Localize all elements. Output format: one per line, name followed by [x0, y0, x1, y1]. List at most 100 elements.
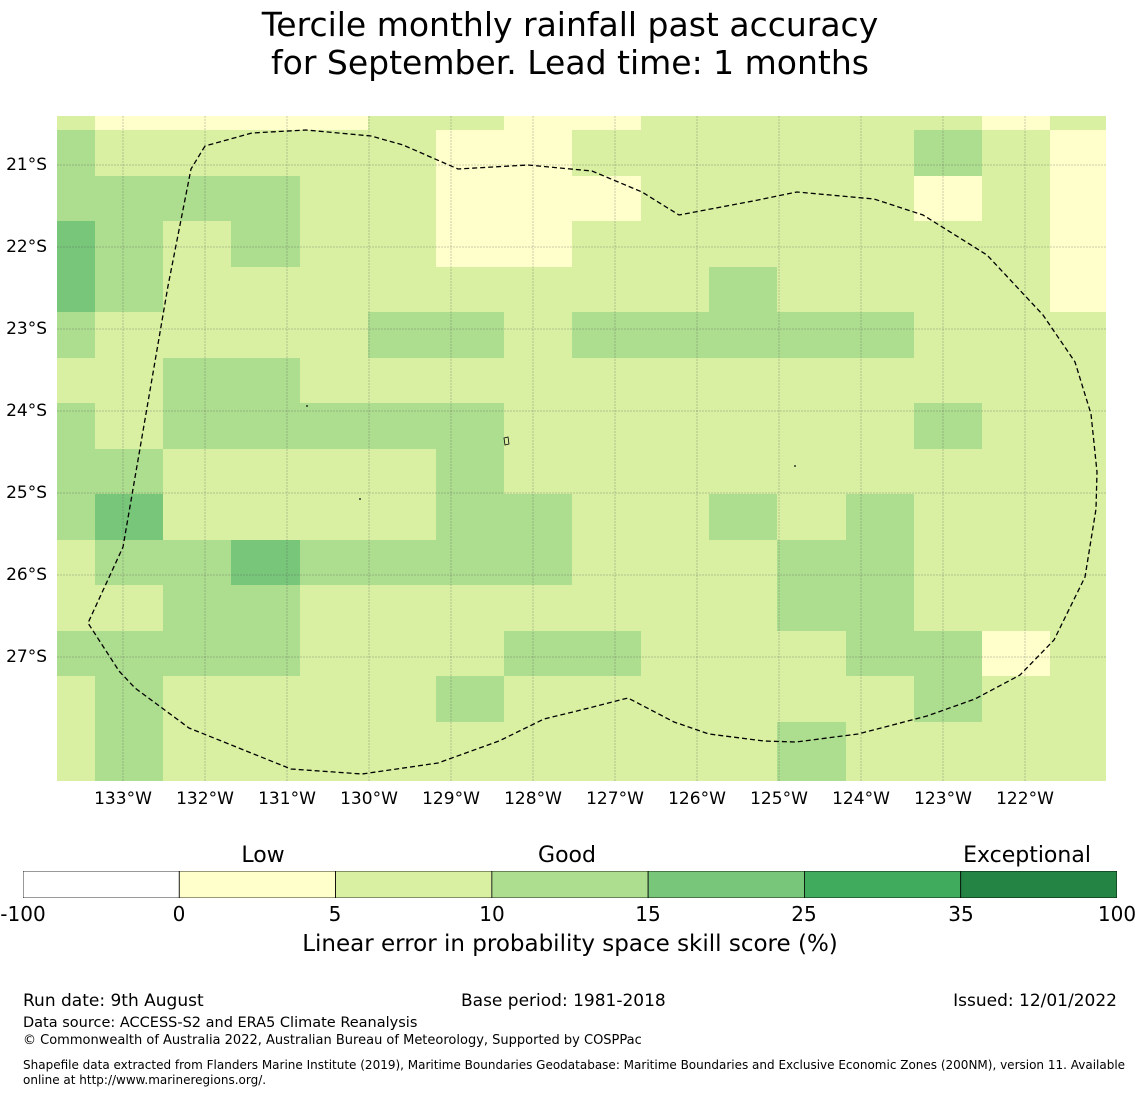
run-date: Run date: 9th August — [23, 991, 204, 1011]
skill-cell — [436, 403, 505, 450]
lon-label: 132°W — [176, 789, 234, 809]
skill-cell — [572, 267, 642, 313]
skill-cell — [982, 676, 1051, 723]
skill-cell — [777, 585, 847, 632]
colorbar-tick: -100 — [0, 902, 46, 926]
skill-cell — [1050, 676, 1106, 723]
skill-cell — [436, 631, 505, 677]
skill-cell — [57, 312, 96, 359]
lat-label: 25°S — [6, 483, 47, 503]
islet-marker — [306, 405, 308, 407]
skill-cell — [436, 540, 505, 586]
skill-cell — [1050, 358, 1106, 404]
skill-cell — [914, 767, 983, 781]
skill-cell — [504, 403, 573, 450]
skill-cell — [777, 221, 847, 268]
skill-cell — [95, 631, 164, 677]
skill-cell — [504, 540, 573, 586]
colorbar-tick: 0 — [172, 902, 186, 926]
skill-cell — [914, 312, 983, 359]
skill-cell — [231, 540, 301, 586]
title-line-2: for September. Lead time: 1 months — [271, 43, 869, 82]
skill-cell — [504, 176, 573, 222]
skill-cell — [846, 267, 915, 313]
skill-cell — [300, 722, 369, 768]
skill-cell — [572, 631, 642, 677]
category-label-exceptional: Exceptional — [963, 843, 1091, 868]
skill-cell — [641, 722, 710, 768]
skill-cell — [1050, 722, 1106, 768]
skill-cell — [641, 358, 710, 404]
island-outline — [503, 436, 510, 446]
skill-cell — [1050, 176, 1106, 222]
skill-cell — [914, 403, 983, 450]
skill-cell — [777, 676, 847, 723]
skill-cell — [572, 358, 642, 404]
skill-grid-cells — [57, 116, 1106, 781]
skill-cell — [57, 585, 96, 632]
lat-label: 26°S — [6, 565, 47, 585]
skill-cell — [1050, 267, 1106, 313]
skill-cell — [163, 221, 232, 268]
skill-cell — [57, 130, 96, 177]
skill-cell — [982, 312, 1051, 359]
skill-cell — [231, 130, 301, 177]
skill-cell — [163, 130, 232, 177]
skill-cell — [57, 722, 96, 768]
skill-cell — [368, 267, 437, 313]
colorbar-tick: 15 — [635, 902, 661, 926]
skill-cell — [572, 221, 642, 268]
skill-cell — [57, 494, 96, 541]
skill-cell — [572, 312, 642, 359]
skill-cell — [368, 585, 437, 632]
skill-cell — [777, 449, 847, 495]
skill-cell — [914, 221, 983, 268]
skill-cell — [709, 722, 778, 768]
colorbar-tick: 35 — [948, 902, 974, 926]
skill-cell — [846, 449, 915, 495]
skill-cell — [982, 403, 1051, 450]
skill-cell — [777, 494, 847, 541]
skill-cell — [914, 494, 983, 541]
skill-cell — [95, 221, 164, 268]
skill-cell — [641, 585, 710, 632]
skill-cell — [504, 449, 573, 495]
skill-cell — [368, 540, 437, 586]
skill-cell — [914, 130, 983, 177]
skill-cell — [641, 130, 710, 177]
skill-cell — [709, 116, 778, 131]
skill-cell — [777, 722, 847, 768]
skill-cell — [504, 631, 573, 677]
colorbar-tick: 5 — [328, 902, 342, 926]
skill-cell — [163, 585, 232, 632]
skill-cell — [846, 358, 915, 404]
skill-cell — [914, 267, 983, 313]
skill-cell — [982, 116, 1051, 131]
skill-cell — [572, 767, 642, 781]
skill-cell — [57, 267, 96, 313]
skill-cell — [368, 130, 437, 177]
skill-cell — [504, 358, 573, 404]
skill-cell — [300, 221, 369, 268]
skill-cell — [982, 722, 1051, 768]
lon-label: 131°W — [258, 789, 316, 809]
lat-label: 24°S — [6, 401, 47, 421]
lat-label: 27°S — [6, 647, 47, 667]
skill-cell — [57, 676, 96, 723]
skill-cell — [95, 130, 164, 177]
skill-cell — [163, 176, 232, 222]
skill-cell — [57, 221, 96, 268]
shapefile-credit-line-2: online at http://www.marineregions.org/. — [23, 1073, 267, 1087]
skill-cell — [163, 267, 232, 313]
lon-label: 123°W — [914, 789, 972, 809]
skill-cell — [914, 585, 983, 632]
skill-cell — [95, 722, 164, 768]
skill-cell — [95, 267, 164, 313]
skill-cell — [777, 358, 847, 404]
skill-cell — [368, 312, 437, 359]
skill-cell — [1050, 585, 1106, 632]
skill-cell — [777, 540, 847, 586]
skill-cell — [914, 358, 983, 404]
skill-cell — [300, 116, 369, 131]
skill-cell — [1050, 116, 1106, 131]
